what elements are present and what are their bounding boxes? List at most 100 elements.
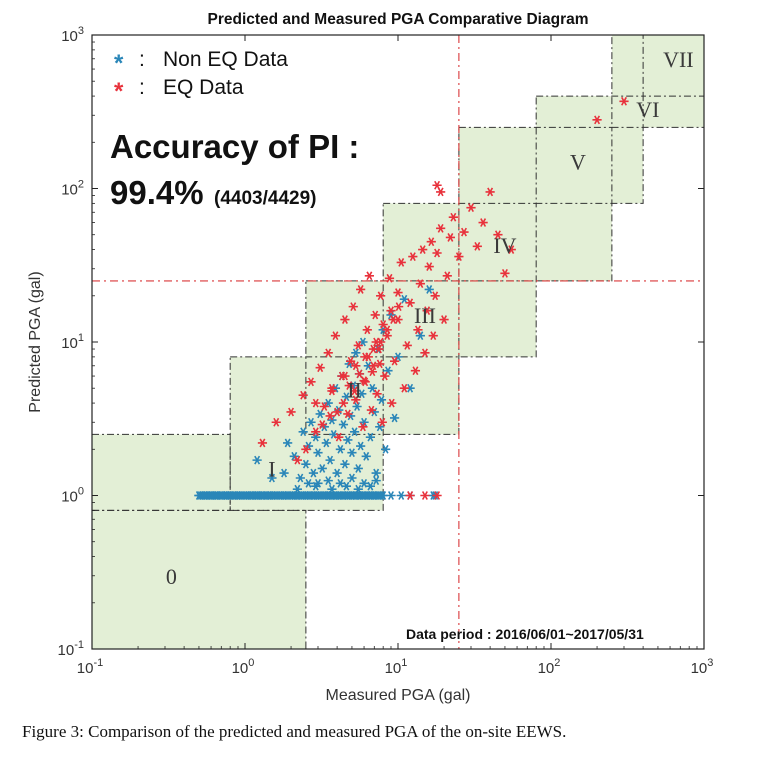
data-point	[340, 371, 350, 381]
data-point	[335, 444, 345, 454]
data-point	[428, 331, 438, 341]
y-tick-label: 100	[61, 486, 84, 506]
data-point	[448, 212, 458, 222]
data-point	[334, 432, 344, 442]
data-point	[432, 180, 442, 190]
data-point	[361, 451, 371, 461]
data-point	[436, 187, 446, 197]
data-point	[352, 402, 362, 411]
data-point	[315, 409, 325, 419]
x-tick-base: 10	[538, 660, 555, 677]
data-point	[393, 352, 403, 362]
x-tick-exponent: 0	[248, 657, 254, 669]
data-point	[323, 476, 333, 486]
data-point	[315, 491, 325, 500]
data-point	[353, 341, 363, 350]
data-period-note: Data period : 2016/06/01~2017/05/31	[406, 626, 644, 642]
data-point	[343, 435, 353, 445]
data-point	[366, 405, 376, 415]
zone-label-VI: VI	[636, 97, 659, 122]
data-point	[325, 455, 335, 465]
data-point	[323, 348, 333, 358]
data-point	[413, 325, 423, 335]
data-point	[308, 468, 319, 478]
data-point	[380, 371, 390, 381]
data-point	[500, 268, 510, 278]
zone-label-III: III	[414, 303, 436, 328]
y-tick-exponent: 1	[78, 332, 84, 344]
data-point	[424, 262, 434, 271]
data-point	[332, 407, 342, 417]
zone-label-V: V	[570, 149, 586, 174]
data-point	[365, 432, 375, 442]
accuracy-value: 99.4% (4403/4429)	[110, 174, 317, 211]
y-tick-label: 10-1	[58, 639, 84, 659]
y-tick-label: 103	[61, 25, 84, 45]
data-point	[466, 203, 476, 213]
x-tick-base: 10	[385, 660, 402, 677]
data-point	[356, 285, 366, 294]
zone-border-2	[229, 356, 384, 511]
data-point	[377, 417, 387, 427]
series-eq	[257, 96, 629, 500]
x-tick-exponent: -1	[93, 657, 103, 669]
data-point	[298, 427, 308, 437]
data-point	[436, 223, 446, 233]
data-point	[426, 237, 436, 247]
data-point	[367, 383, 377, 393]
x-axis-label: Measured PGA (gal)	[326, 687, 471, 704]
data-point	[315, 363, 325, 373]
x-tick-exponent: 1	[401, 657, 407, 669]
data-point	[306, 377, 316, 387]
zone-border-4	[382, 202, 537, 358]
y-tick-base: 10	[61, 182, 78, 199]
data-point	[384, 273, 395, 283]
data-point	[359, 376, 369, 386]
data-points	[194, 96, 629, 500]
zone-label-IV: IV	[493, 233, 516, 258]
figure-caption: Figure 3: Comparison of the predicted an…	[22, 722, 567, 741]
x-tick-label: 101	[385, 657, 408, 677]
data-point	[376, 291, 386, 301]
data-point	[347, 448, 357, 458]
data-point	[375, 359, 385, 369]
data-point	[405, 491, 415, 500]
zone-label-II: II	[347, 378, 362, 403]
data-point	[311, 398, 321, 408]
zone-border-6	[535, 95, 644, 204]
data-point	[389, 356, 400, 366]
legend-label-non-eq: Non EQ Data	[163, 48, 288, 71]
x-tick-label: 103	[691, 657, 714, 677]
data-point	[386, 491, 396, 500]
legend-separator-eq: :	[139, 76, 145, 99]
data-point	[311, 427, 321, 437]
data-point	[415, 331, 425, 341]
x-tick-base: 10	[691, 660, 708, 677]
x-tick-exponent: 2	[554, 657, 560, 669]
chart-title: Predicted and Measured PGA Comparative D…	[207, 11, 588, 28]
data-point	[389, 413, 400, 423]
data-point	[370, 310, 380, 320]
y-tick-exponent: 0	[78, 486, 84, 498]
y-tick-exponent: 2	[78, 179, 84, 191]
data-point	[478, 218, 488, 227]
accuracy-percent: 99.4%	[110, 174, 204, 211]
data-point	[506, 245, 516, 254]
data-point	[493, 230, 503, 240]
threshold-lines	[92, 35, 704, 649]
data-point	[313, 448, 323, 458]
data-point	[386, 306, 396, 316]
data-point	[271, 491, 281, 500]
zone-fill-0	[92, 510, 306, 649]
data-point	[388, 315, 398, 324]
data-point	[394, 302, 404, 312]
data-point	[356, 441, 366, 451]
data-point	[298, 390, 308, 400]
data-point	[439, 315, 449, 324]
data-point	[348, 302, 358, 312]
data-point	[372, 389, 382, 399]
legend-label-eq: EQ Data	[163, 76, 244, 99]
y-tick-label: 102	[61, 179, 84, 199]
data-point	[420, 491, 430, 500]
